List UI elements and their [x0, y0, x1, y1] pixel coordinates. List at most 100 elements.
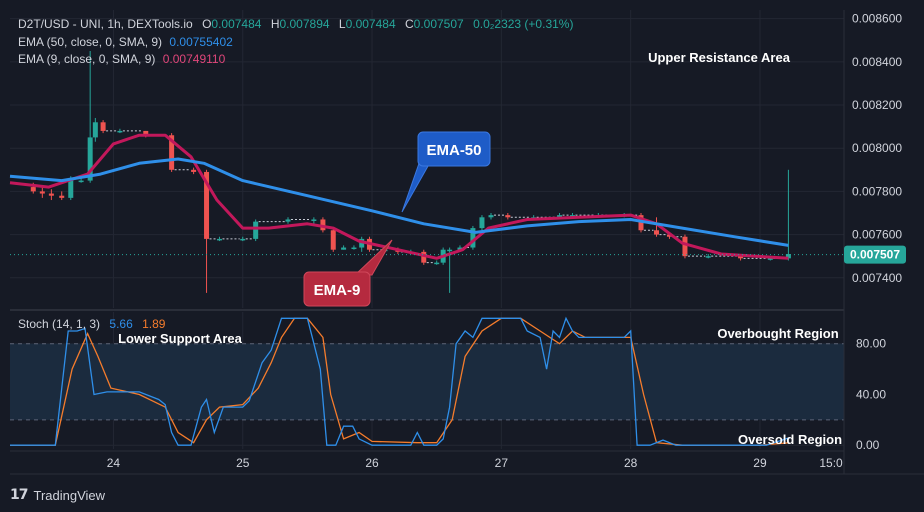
- ema50-legend-value: 0.00755402: [169, 35, 233, 49]
- ema50-legend[interactable]: EMA (50, close, 0, SMA, 9) 0.00755402: [18, 35, 233, 49]
- candle-down: [204, 171, 210, 239]
- stoch-k-value: 5.66: [109, 317, 133, 331]
- candle-up: [705, 256, 711, 258]
- ema9-line: [9, 133, 789, 260]
- price-axis[interactable]: 0.008600 0.008400 0.008200 0.008000 0.007800…: [852, 12, 902, 285]
- stoch-legend[interactable]: Stoch (14, 1, 3) 5.66 1.89: [18, 317, 166, 331]
- symbol-label: D2T/USD - UNI, 1h, DEXTools.io: [18, 17, 193, 31]
- stoch-legend-label: Stoch (14, 1, 3): [18, 317, 100, 331]
- candle-up: [341, 247, 347, 250]
- time-axis[interactable]: 24 25 26 27 28 29 15:0: [107, 456, 843, 470]
- candle-up: [557, 215, 563, 218]
- symbol-header: D2T/USD - UNI, 1h, DEXTools.io O0.007484…: [18, 17, 573, 31]
- candle-up: [785, 254, 791, 259]
- stoch-axis[interactable]: 80.00 40.00 0.00: [856, 337, 886, 452]
- overbought-label: Overbought Region: [717, 326, 838, 341]
- candle-up: [359, 238, 365, 248]
- ohlc-open-key: O: [202, 17, 211, 31]
- candle-down: [654, 230, 660, 235]
- candle-down: [330, 230, 336, 250]
- ema9-callout: EMA-9: [303, 239, 393, 307]
- stoch-d-line: [10, 317, 789, 446]
- candle-up: [488, 215, 494, 218]
- candle-down: [738, 256, 744, 259]
- price-tick-label: 0.008200: [852, 98, 902, 112]
- price-tick-label: 0.008400: [852, 55, 902, 69]
- time-tick-label: 28: [624, 456, 638, 470]
- candle-up: [285, 219, 291, 222]
- ema9-legend-label: EMA (9, close, 0, SMA, 9): [18, 52, 155, 66]
- candle-down: [169, 135, 175, 170]
- candle-down: [39, 191, 45, 194]
- candle-down: [59, 195, 65, 198]
- price-tick-label: 0.007400: [852, 271, 902, 285]
- ema50-line: [9, 157, 789, 247]
- ema9-legend[interactable]: EMA (9, close, 0, SMA, 9) 0.00749110: [18, 52, 226, 66]
- ohlc-close-key: C: [405, 17, 414, 31]
- price-tick-label: 0.007800: [852, 184, 902, 198]
- ema9-callout-box: [303, 271, 371, 307]
- candle-down: [100, 122, 106, 131]
- candle-down: [682, 236, 688, 257]
- candle-up: [117, 130, 123, 133]
- oversold-label: Oversold Region: [738, 432, 842, 447]
- candle-up: [240, 238, 246, 241]
- ema50-callout-label: EMA-50: [426, 142, 481, 159]
- candle-up: [479, 217, 485, 229]
- candle-down: [143, 130, 149, 136]
- candle-down: [505, 215, 511, 218]
- candle-up: [447, 249, 453, 252]
- ema50-callout: EMA-50: [401, 131, 491, 213]
- ohlc-high-value: 0.007894: [279, 17, 329, 31]
- ohlc-high-key: H: [271, 17, 280, 31]
- stoch-k-line: [10, 316, 789, 446]
- candle-up: [311, 219, 317, 221]
- candle-up: [253, 221, 259, 239]
- time-tick-label: 26: [365, 456, 379, 470]
- ohlc-close-value: 0.007507: [414, 17, 464, 31]
- ohlc-low-key: L: [339, 17, 346, 31]
- candle-up: [92, 122, 98, 138]
- lower-support-label: Lower Support Area: [118, 331, 243, 346]
- ema9-legend-value: 0.00749110: [163, 52, 226, 66]
- candle-up: [767, 258, 773, 260]
- stoch-tick-label: 80.00: [856, 337, 886, 351]
- ema50-callout-box: [417, 131, 491, 167]
- ema9-callout-label: EMA-9: [314, 282, 361, 299]
- tradingview-logo-icon: 17: [10, 487, 29, 503]
- stoch-tick-label: 0.00: [856, 438, 880, 452]
- time-tick-label: 27: [495, 456, 509, 470]
- candle-up: [87, 137, 93, 181]
- price-tick-label: 0.008600: [852, 12, 902, 26]
- candle-up: [351, 247, 357, 250]
- time-tick-label: 15:0: [819, 456, 843, 470]
- candles-group: [30, 51, 791, 293]
- candle-up: [68, 180, 74, 198]
- candle-up: [434, 262, 440, 265]
- candle-up: [216, 238, 222, 241]
- candle-up: [78, 180, 84, 183]
- ema50-legend-label: EMA (50, close, 0, SMA, 9): [18, 35, 162, 49]
- candle-up: [457, 247, 463, 250]
- candle-down: [421, 251, 427, 263]
- tradingview-brand: TradingView: [33, 487, 106, 503]
- candle-down: [30, 187, 36, 192]
- price-tick-label: 0.007600: [852, 228, 902, 242]
- candle-up: [470, 228, 476, 248]
- last-price-tag: 0.007507: [844, 245, 906, 264]
- time-tick-label: 25: [236, 456, 250, 470]
- candle-up: [569, 215, 575, 217]
- stoch-d-value: 1.89: [142, 317, 166, 331]
- stoch-band-area: [10, 343, 844, 420]
- price-tick-label: 0.008000: [852, 141, 902, 155]
- tradingview-footer[interactable]: 17 TradingView: [10, 485, 105, 505]
- ohlc-open-value: 0.007484: [211, 17, 261, 31]
- stoch-tick-label: 40.00: [856, 387, 886, 401]
- time-tick-label: 29: [753, 456, 767, 470]
- ohlc-low-value: 0.007484: [346, 17, 396, 31]
- last-price-label: 0.007507: [850, 248, 900, 262]
- time-tick-label: 24: [107, 456, 121, 470]
- candle-down: [48, 193, 54, 196]
